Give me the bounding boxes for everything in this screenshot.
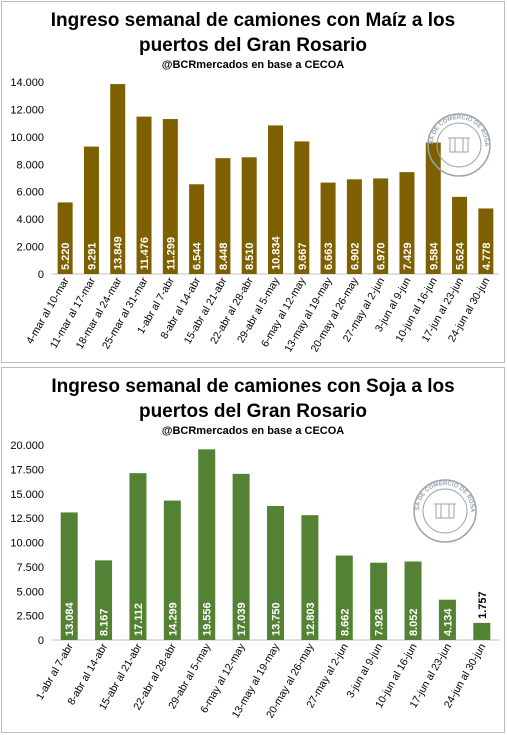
bar <box>478 208 494 274</box>
bar <box>136 116 152 274</box>
bar <box>268 125 283 274</box>
chart-title-line2: puertos del Gran Rosario <box>138 35 368 56</box>
bar-value-label: 6.663 <box>323 242 335 270</box>
bar <box>83 146 99 274</box>
y-tick-label: 17.500 <box>10 464 44 476</box>
y-tick-label: 0 <box>38 269 44 281</box>
bar-value-label: 19.556 <box>202 602 214 636</box>
y-tick-label: 12.000 <box>10 104 44 116</box>
y-tick-label: 10.000 <box>10 132 44 144</box>
bar <box>301 515 319 640</box>
bar-value-label: 1.757 <box>477 591 489 619</box>
bar-value-label: 8.167 <box>99 608 111 636</box>
bar <box>60 512 78 640</box>
bar-value-label: 11.299 <box>165 237 177 270</box>
bar-value-label: 4.134 <box>442 608 454 636</box>
bar <box>452 196 468 274</box>
bar <box>294 141 310 274</box>
bar-value-label: 8.052 <box>408 608 420 636</box>
y-tick-label: 7.500 <box>16 562 44 574</box>
x-category-label: 3-jun al 9-jun <box>345 641 386 700</box>
bar-value-label: 8.448 <box>218 242 230 270</box>
bar-value-label: 9.667 <box>297 242 309 270</box>
bar-value-label: 6.970 <box>376 242 388 270</box>
y-tick-label: 4.000 <box>16 214 44 226</box>
bar-value-label: 5.624 <box>455 242 467 270</box>
bar <box>404 561 422 640</box>
chart-title-line1: Ingreso semanal de camiones con Maíz a l… <box>50 10 456 31</box>
bar <box>198 449 216 640</box>
bar-value-label: 8.662 <box>339 608 351 636</box>
bar <box>425 142 441 274</box>
seal-text: BOLSA DE COMERCIO DE ROSARIO <box>410 474 475 513</box>
y-tick-label: 10.000 <box>10 538 44 550</box>
svg-text:BOLSA DE COMERCIO DE ROSARIO: BOLSA DE COMERCIO DE ROSARIO <box>412 478 475 513</box>
chart-title-line2: puertos del Gran Rosario <box>138 401 368 422</box>
bar-value-label: 13.849 <box>113 236 125 270</box>
bar <box>346 179 362 274</box>
y-tick-label: 12.500 <box>10 513 44 525</box>
svg-text:BOLSA DE COMERCIO DE ROSARIO: BOLSA DE COMERCIO DE ROSARIO <box>426 112 489 147</box>
bar <box>399 172 415 274</box>
bar <box>215 158 231 274</box>
bar-value-label: 14.299 <box>167 602 179 636</box>
bar-value-label: 17.039 <box>236 602 248 636</box>
bar <box>373 178 389 274</box>
bar <box>320 182 336 274</box>
bar <box>438 599 456 640</box>
bar-value-label: 13.750 <box>271 602 283 636</box>
bar <box>162 119 178 274</box>
bar <box>129 473 147 640</box>
bar-value-label: 5.220 <box>60 242 72 270</box>
bar-value-label: 17.112 <box>133 603 145 636</box>
chart-subtitle: @BCRmercados en base a CECOA <box>161 425 345 437</box>
bar <box>189 184 205 274</box>
bar-value-label: 12.803 <box>305 602 317 636</box>
maiz-bar-chart: 0 2.000 4.000 6.000 8.000 10.000 12.000 14.000 5… <box>10 77 499 354</box>
bar-value-label: 8.510 <box>244 242 256 270</box>
y-tick-label: 14.000 <box>10 77 44 89</box>
bar <box>95 560 113 640</box>
y-tick-label: 2.500 <box>16 611 44 623</box>
bar-value-label: 10.834 <box>271 235 283 270</box>
bar-value-label: 6.544 <box>192 242 204 270</box>
bar-value-label: 9.584 <box>428 242 440 270</box>
seal-text: BOLSA DE COMERCIO DE ROSARIO <box>424 108 489 147</box>
y-tick-label: 5.000 <box>16 586 44 598</box>
soja-chart-panel: Ingreso semanal de camiones con Soja a l… <box>1 367 505 733</box>
maiz-chart-panel: Ingreso semanal de camiones con Maíz a l… <box>1 1 505 363</box>
bar-value-label: 6.902 <box>349 242 361 270</box>
bar-value-label: 7.926 <box>374 608 386 636</box>
y-tick-label: 0 <box>38 635 44 647</box>
bar <box>335 555 353 640</box>
bar <box>110 84 126 274</box>
bar <box>473 622 491 640</box>
bar <box>241 157 257 274</box>
seal-watermark-logo: BOLSA DE COMERCIO DE ROSARIO <box>410 474 478 549</box>
y-tick-label: 8.000 <box>16 159 44 171</box>
soja-bar-chart: 0 2.500 5.000 7.500 10.000 12.500 15.000 17.500… <box>10 440 499 720</box>
bar <box>370 562 388 640</box>
y-tick-label: 6.000 <box>16 187 44 199</box>
bar <box>163 500 181 640</box>
chart-title-line1: Ingreso semanal de camiones con Soja a l… <box>51 376 455 397</box>
chart-subtitle: @BCRmercados en base a CECOA <box>161 59 345 71</box>
y-tick-label: 15.000 <box>10 489 44 501</box>
bar-value-label: 7.429 <box>402 242 414 270</box>
seal-watermark-logo: BOLSA DE COMERCIO DE ROSARIO <box>424 108 492 183</box>
bar-value-label: 4.778 <box>481 242 493 270</box>
y-tick-label: 20.000 <box>10 440 44 452</box>
bar <box>267 505 284 640</box>
y-tick-label: 2.000 <box>16 242 44 254</box>
bar <box>57 202 73 274</box>
bar-value-label: 9.291 <box>86 242 98 270</box>
bar-value-label: 11.476 <box>139 237 151 270</box>
bar-value-label: 13.084 <box>64 601 76 636</box>
bar <box>232 473 250 640</box>
